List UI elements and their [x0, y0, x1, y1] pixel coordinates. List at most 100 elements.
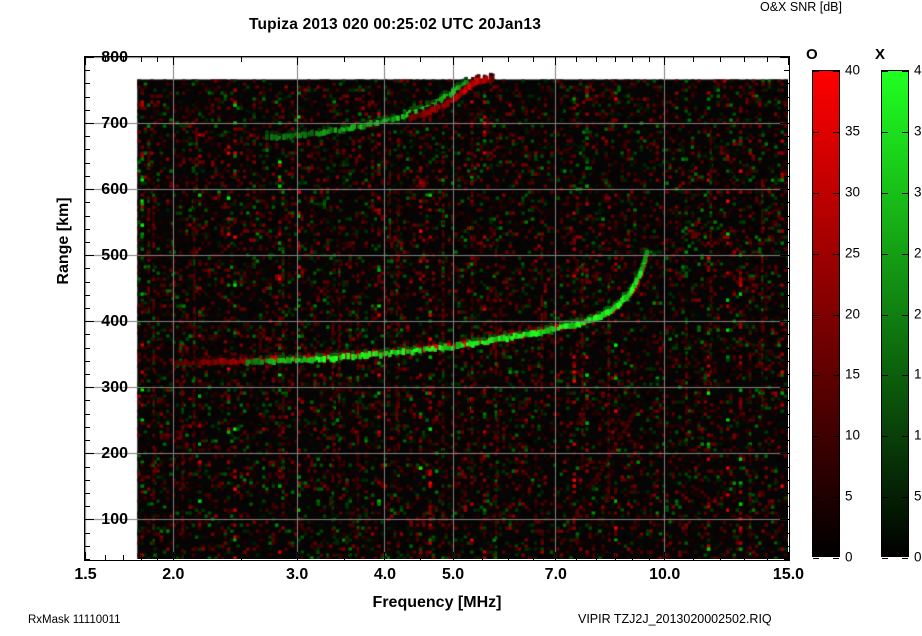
y-minor-tick-right	[784, 347, 789, 349]
y-minor-tick-right	[784, 70, 789, 72]
y-minor-tick-right	[784, 215, 789, 217]
y-major-tick	[85, 57, 94, 58]
colorbar-tick	[902, 192, 908, 194]
colorbar-tick	[833, 497, 839, 499]
x-major-tick	[384, 552, 386, 560]
x-minor-tick	[123, 555, 125, 560]
y-minor-tick	[85, 479, 90, 481]
colorbar-tick	[882, 253, 888, 255]
x-minor-tick-top	[719, 57, 721, 62]
x-minor-tick	[343, 555, 345, 560]
x-tick-label: 5.0	[441, 566, 465, 583]
x-major-tick	[85, 552, 86, 560]
colorbar-supertitle: O&X SNR [dB]	[760, 0, 842, 14]
y-tick-label: 800	[101, 48, 128, 66]
x-tick-label: 10.0	[649, 566, 681, 583]
x-tick-label: 2.0	[162, 566, 185, 583]
y-minor-tick-right	[784, 440, 789, 442]
y-minor-tick	[85, 96, 90, 98]
colorbar-tick	[882, 375, 888, 377]
y-minor-tick	[85, 559, 90, 560]
x-minor-tick	[614, 555, 616, 560]
colorbar-tick	[882, 192, 888, 194]
y-minor-tick	[85, 281, 90, 283]
y-major-tick-right	[780, 255, 789, 257]
colorbar-tick	[882, 558, 888, 559]
x-minor-tick	[240, 555, 242, 560]
y-tick-label: 200	[101, 444, 128, 462]
colorbar-tick-label: 10	[845, 427, 861, 443]
y-minor-tick-right	[784, 96, 789, 98]
colorbar-tick	[902, 436, 908, 438]
colorbar-tick-label: 30	[845, 184, 861, 200]
y-minor-tick	[85, 347, 90, 349]
colorbar-tick-label: 25	[914, 245, 922, 261]
colorbar-tick-label: 20	[914, 306, 922, 321]
x-minor-tick	[157, 555, 159, 560]
y-major-tick-right	[780, 189, 789, 191]
x-minor-tick-top	[693, 57, 695, 62]
x-major-tick-top	[384, 57, 386, 65]
y-tick-label: 300	[101, 378, 128, 396]
colorbar-tick	[882, 314, 888, 316]
x-minor-tick	[508, 555, 510, 560]
y-major-tick	[85, 321, 94, 323]
x-major-tick-top	[296, 57, 298, 65]
y-minor-tick-right	[784, 175, 789, 177]
x-minor-tick-top	[508, 57, 510, 62]
y-minor-tick	[85, 400, 90, 402]
y-minor-tick-right	[784, 83, 789, 85]
y-minor-tick-right	[784, 149, 789, 151]
y-minor-tick-right	[784, 109, 789, 111]
y-minor-tick	[85, 413, 90, 415]
colorbar-tick-label: 5	[914, 488, 922, 504]
colorbar-tick	[902, 375, 908, 377]
x-minor-tick	[576, 555, 578, 560]
colorbar-tick	[882, 497, 888, 499]
x-major-tick	[296, 552, 298, 560]
x-minor-tick-top	[140, 57, 142, 62]
colorbar-tick	[813, 375, 819, 377]
y-minor-tick	[85, 70, 90, 72]
colorbar-tick-label: 0	[845, 549, 853, 565]
colorbar-tick	[882, 436, 888, 438]
colorbar-tick-label: 10	[914, 427, 922, 443]
y-major-tick-right	[780, 57, 789, 58]
x-minor-tick	[693, 555, 695, 560]
colorbar-tick-label: 30	[914, 184, 922, 200]
y-minor-tick	[85, 241, 90, 243]
colorbar-tick	[902, 253, 908, 255]
x-major-tick	[172, 552, 174, 560]
y-minor-tick	[85, 466, 90, 468]
colorbar-tick-label: 15	[845, 366, 861, 382]
y-minor-tick	[85, 215, 90, 217]
colorbar-x-label: X	[875, 46, 886, 63]
y-minor-tick-right	[784, 506, 789, 508]
y-major-tick	[85, 123, 94, 125]
x-major-tick-top	[172, 57, 174, 65]
colorbar-tick	[813, 314, 819, 316]
x-major-tick-top	[555, 57, 557, 65]
colorbar-tick	[902, 558, 908, 559]
y-minor-tick	[85, 162, 90, 164]
ionogram-data-canvas	[85, 57, 788, 559]
x-minor-tick	[140, 555, 142, 560]
y-minor-tick	[85, 136, 90, 138]
x-tick-label: 1.5	[74, 566, 97, 583]
y-minor-tick	[85, 545, 90, 547]
x-tick-label: 15.0	[772, 566, 805, 583]
x-minor-tick-top	[123, 57, 125, 62]
colorbar-tick-label: 15	[914, 366, 922, 382]
x-minor-tick-top	[240, 57, 242, 62]
x-minor-tick-top	[648, 57, 650, 62]
x-minor-tick-top	[614, 57, 616, 62]
y-major-tick-right	[780, 453, 789, 455]
x-minor-tick	[420, 555, 422, 560]
y-major-tick-right	[780, 387, 789, 389]
x-minor-tick-top	[157, 57, 159, 62]
colorbar-o-label: O	[806, 46, 818, 63]
colorbar-tick	[902, 314, 908, 316]
x-tick-label: 7.0	[544, 566, 567, 583]
colorbar-tick-label: 40	[845, 62, 861, 78]
